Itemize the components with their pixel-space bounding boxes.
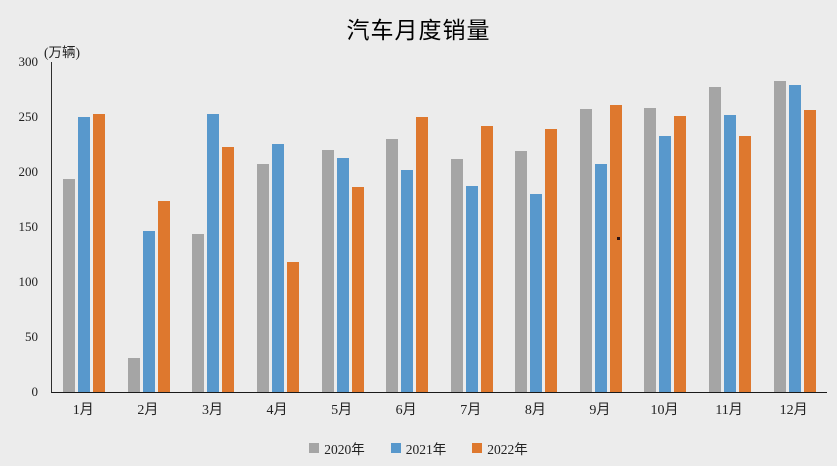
chart-title: 汽车月度销量 [346,18,491,43]
bar-group-8月 [504,62,569,392]
x-axis-tick-label: 9月 [589,403,611,418]
y-axis-tick-label: 0 [31,384,39,399]
bar-2021年-11月 [724,115,737,392]
legend-label: 2022年 [487,442,528,457]
bar-2022年-7月 [480,126,493,392]
bar-2022年-5月 [351,187,364,392]
legend-marker-icon [390,443,401,453]
legend-label: 2021年 [405,442,447,457]
bar-2021年-7月 [465,186,478,392]
bar-2020年-7月 [450,159,463,392]
bar-2021年-1月 [78,117,91,392]
bar-group-3月 [181,62,246,392]
x-axis-labels: 1月 2月 3月 4月 5月 6月 7月 8月 9月 10月 11月 12月 [51,399,826,419]
bar-2022年-10月 [674,116,687,392]
x-axis-tick-label: 5月 [331,403,353,418]
plot-area [51,62,827,393]
bar-2021年-4月 [272,144,285,392]
bar-2022年-12月 [803,110,816,392]
y-axis-unit-label: (万辆) [44,45,80,60]
bar-group-11月 [698,62,763,392]
x-axis-tick-label: 11月 [715,403,743,418]
legend: 2020年 2021年 2022年 [0,438,837,458]
legend-item-2022年: 2022年 [472,438,528,458]
bar-group-4月 [246,62,311,392]
x-axis-tick-label: 3月 [201,403,223,418]
bar-2022年-3月 [222,147,235,392]
bar-2022年-8月 [545,129,558,392]
bar-group-1月 [52,62,117,392]
x-axis-tick-label: 6月 [395,403,417,418]
bar-2020年-12月 [773,81,786,392]
bar-2021年-6月 [401,170,414,392]
bar-2021年-5月 [336,158,349,392]
bar-2020年-10月 [644,108,657,392]
x-axis-tick-label: 2月 [137,403,159,418]
bar-2021年-8月 [530,194,543,392]
bar-2020年-3月 [192,234,205,392]
bar-2020年-9月 [579,109,592,392]
legend-item-2020年: 2020年 [309,438,365,458]
x-axis-tick-label: 8月 [524,403,546,418]
bar-groups [52,62,827,392]
y-axis-tick-label: 200 [18,164,39,179]
bar-2022年-9月 [609,105,622,392]
x-axis-tick-label: 7月 [460,403,482,418]
bar-group-7月 [439,62,504,392]
legend-item-2021年: 2021年 [390,438,447,458]
bar-group-2月 [117,62,182,392]
legend-label: 2020年 [324,442,365,457]
bar-2020年-4月 [257,164,270,392]
y-axis-tick-label: 300 [18,54,39,69]
bar-2020年-11月 [709,87,722,392]
y-axis-tick-label: 250 [18,109,39,124]
y-axis-tick-label: 150 [18,219,39,234]
legend-marker-icon [309,443,320,453]
bar-2020年-2月 [127,358,140,392]
bar-2020年-5月 [321,150,334,392]
bar-group-6月 [375,62,440,392]
bar-group-10月 [633,62,698,392]
bar-2020年-6月 [386,139,399,392]
bar-2021年-9月 [594,164,607,392]
stray-pixel-artifact [617,237,620,240]
bar-group-9月 [569,62,634,392]
bar-2021年-3月 [207,114,220,392]
bar-2022年-1月 [93,114,106,392]
bar-2022年-4月 [287,262,300,392]
y-axis-tick-label: 50 [25,329,38,344]
legend-marker-icon [472,443,483,453]
bar-group-5月 [310,62,375,392]
bar-2020年-1月 [63,179,76,392]
bar-group-12月 [762,62,827,392]
bar-2022年-2月 [157,201,170,392]
bar-2022年-11月 [739,136,752,392]
bar-2021年-10月 [659,136,672,392]
y-axis-tick-label: 100 [18,274,39,289]
bar-2021年-2月 [142,231,155,392]
x-axis-tick-label: 12月 [779,403,808,418]
x-axis-tick-label: 4月 [266,403,288,418]
bar-2021年-12月 [788,85,801,392]
bar-2022年-6月 [416,117,429,392]
x-axis-tick-label: 10月 [650,403,679,418]
bar-2020年-8月 [515,151,528,392]
x-axis-tick-label: 1月 [72,403,94,418]
